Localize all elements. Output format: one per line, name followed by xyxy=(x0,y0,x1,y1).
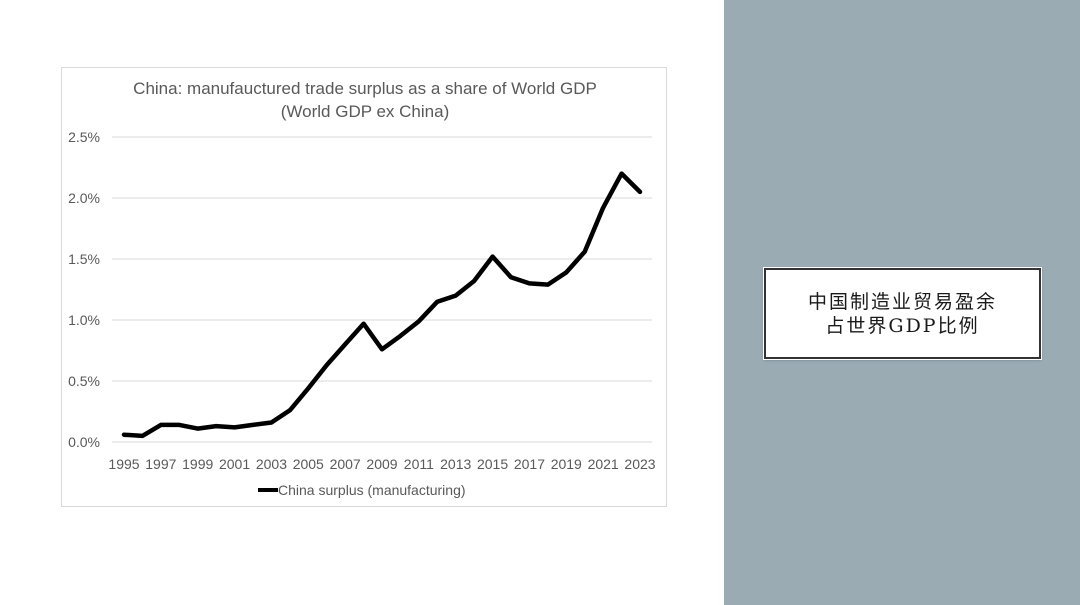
data-point xyxy=(289,409,291,412)
data-point xyxy=(362,322,365,325)
data-point xyxy=(528,282,531,285)
data-point xyxy=(381,348,383,351)
y-tick-label: 0.0% xyxy=(68,434,100,450)
x-tick-label: 2009 xyxy=(366,456,397,472)
series-layer xyxy=(121,171,643,439)
x-tick-label: 1995 xyxy=(108,456,139,472)
x-tick-label: 2021 xyxy=(588,456,619,472)
data-point xyxy=(123,433,125,436)
caption-line-1: 中国制造业贸易盈余 xyxy=(807,290,997,313)
x-tick-label: 2013 xyxy=(440,456,471,472)
caption-box: 中国制造业贸易盈余 占世界GDP比例 xyxy=(764,268,1041,359)
data-point xyxy=(307,387,310,390)
data-point xyxy=(141,435,144,437)
chart-title: China: manufauctured trade surplus as a … xyxy=(133,79,597,98)
data-point xyxy=(639,191,641,193)
y-tick-label: 1.5% xyxy=(68,251,100,267)
data-point xyxy=(178,424,181,426)
data-point xyxy=(510,276,512,279)
y-tick-label: 2.0% xyxy=(68,190,100,206)
data-point xyxy=(344,343,346,346)
legend-label: China surplus (manufacturing) xyxy=(278,482,466,498)
data-point xyxy=(418,320,420,323)
x-tick-label: 2011 xyxy=(404,456,434,472)
data-point xyxy=(491,255,494,258)
data-point xyxy=(473,280,475,282)
x-tick-label: 2017 xyxy=(514,456,545,472)
data-point xyxy=(620,172,623,175)
y-tick-label: 2.5% xyxy=(68,129,100,145)
slide-left-panel: China: manufauctured trade surplus as a … xyxy=(61,67,667,507)
data-point xyxy=(454,294,457,297)
data-point xyxy=(547,283,549,286)
x-tick-label: 2001 xyxy=(219,456,250,472)
x-tick-label: 2007 xyxy=(330,456,361,472)
x-tick-label: 2015 xyxy=(477,456,508,472)
x-tick-label: 2005 xyxy=(293,456,324,472)
legend: China surplus (manufacturing) xyxy=(258,482,466,498)
x-tick-label: 2023 xyxy=(624,456,655,472)
data-point xyxy=(565,271,568,274)
data-point xyxy=(436,300,439,303)
data-point xyxy=(215,425,217,427)
data-point xyxy=(399,335,402,337)
data-point xyxy=(602,206,604,209)
slide-right-panel: 中国制造业贸易盈余 占世界GDP比例 xyxy=(724,0,1080,605)
series-line xyxy=(121,171,643,439)
x-tick-label: 1997 xyxy=(145,456,176,472)
chart-subtitle: (World GDP ex China) xyxy=(281,102,449,121)
x-axis-ticks: 1995 1997 1999 2001 2003 2005 2007 2009 2011 2013… xyxy=(108,456,655,472)
x-tick-label: 1999 xyxy=(182,456,213,472)
y-tick-label: 1.0% xyxy=(68,312,100,328)
caption-line-2: 占世界GDP比例 xyxy=(825,314,980,337)
y-tick-label: 0.5% xyxy=(68,373,100,389)
data-point xyxy=(325,364,328,366)
data-point xyxy=(252,424,254,426)
chart-frame: China: manufauctured trade surplus as a … xyxy=(61,67,667,507)
data-point xyxy=(160,424,162,426)
data-point xyxy=(583,250,586,253)
data-point xyxy=(233,426,236,429)
line-chart: China: manufauctured trade surplus as a … xyxy=(68,79,656,498)
data-point xyxy=(270,421,273,424)
gridlines xyxy=(112,136,652,443)
x-tick-label: 2003 xyxy=(256,456,287,472)
x-tick-label: 2019 xyxy=(551,456,582,472)
y-axis-ticks: 0.0% 0.5% 1.0% 1.5% 2.0% 2.5% xyxy=(68,129,100,450)
data-point xyxy=(196,427,199,430)
